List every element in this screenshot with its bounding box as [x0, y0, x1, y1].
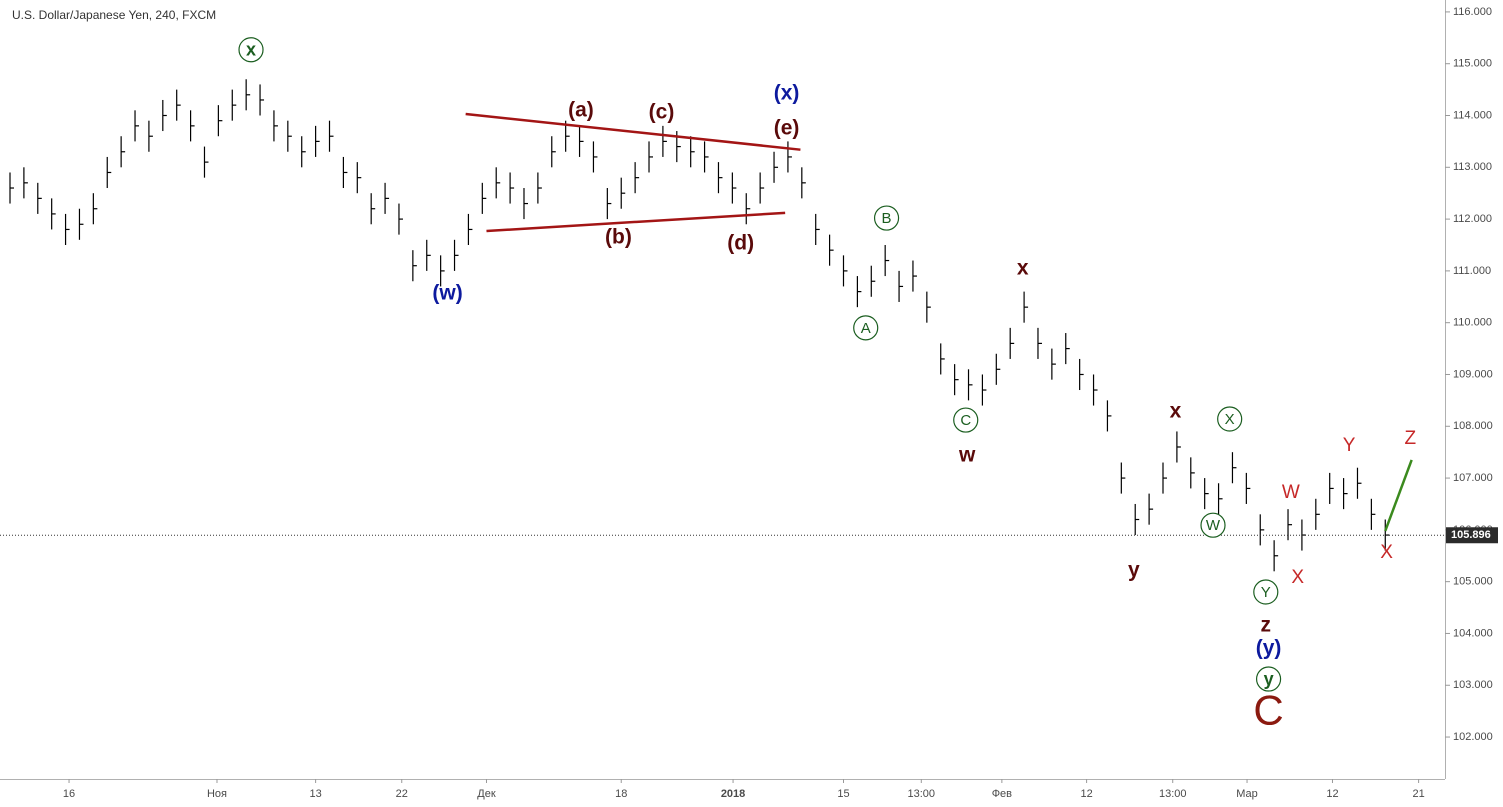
wave-label: (b) — [605, 225, 632, 248]
chart-title: U.S. Dollar/Japanese Yen, 240, FXCM — [12, 8, 216, 22]
wave-label: (y) — [1256, 637, 1282, 660]
x-tick-label: 21 — [1412, 788, 1424, 800]
wave-label: x — [1170, 399, 1182, 422]
wave-label: Z — [1404, 428, 1416, 449]
wave-label: X — [1225, 411, 1235, 428]
x-tick-label: 15 — [837, 788, 849, 800]
wave-label: (w) — [432, 282, 462, 305]
wave-label: y — [1128, 558, 1140, 581]
wave-label: x — [1017, 256, 1029, 279]
wave-label: B — [882, 210, 892, 227]
x-tick-label: 22 — [396, 788, 408, 800]
wave-label: X — [1291, 567, 1304, 588]
x-tick-label: Ноя — [207, 788, 227, 800]
wave-label: (c) — [649, 100, 675, 123]
wave-label: y — [1264, 669, 1274, 689]
wave-label: W — [1282, 482, 1300, 503]
y-tick-label: 113.000 — [1453, 161, 1492, 173]
wave-label: (x) — [774, 81, 800, 104]
trend-line — [1384, 459, 1413, 532]
wave-circle — [853, 315, 879, 341]
x-tick-label: Фев — [992, 788, 1012, 800]
wave-circle — [1217, 406, 1243, 432]
x-tick-label: 16 — [63, 788, 75, 800]
wave-circle — [1253, 579, 1279, 605]
wave-label: x — [246, 39, 256, 59]
x-tick-label: 12 — [1080, 788, 1092, 800]
y-tick-label: 107.000 — [1453, 472, 1493, 484]
y-tick-label: 114.000 — [1453, 109, 1492, 121]
y-tick-label: 108.000 — [1453, 420, 1493, 432]
y-tick-label: 111.000 — [1453, 265, 1491, 277]
last-price-label: 105.896 — [1451, 529, 1491, 541]
wave-circle — [238, 37, 264, 63]
wave-label: z — [1261, 614, 1272, 637]
x-tick-label: Мар — [1236, 788, 1258, 800]
y-tick-label: 105.000 — [1453, 576, 1493, 588]
x-tick-label: 2018 — [721, 788, 745, 800]
wave-label: w — [958, 443, 976, 466]
wave-label: C — [960, 412, 971, 429]
wave-label: (d) — [727, 231, 754, 254]
wave-label: C — [1253, 686, 1283, 733]
y-tick-label: 102.000 — [1453, 731, 1493, 743]
x-tick-label: 13:00 — [1159, 788, 1187, 800]
x-tick-label: Дек — [477, 788, 496, 800]
wave-circle — [873, 205, 900, 231]
y-tick-label: 104.000 — [1453, 627, 1493, 639]
x-tick-label: 18 — [615, 788, 627, 800]
wave-circle — [1255, 666, 1282, 692]
last-price-box — [1446, 527, 1498, 544]
wave-label: (a) — [568, 98, 594, 121]
y-tick-label: 115.000 — [1453, 58, 1492, 70]
x-tick-label: 13 — [309, 788, 321, 800]
x-tick-label: 12 — [1326, 788, 1338, 800]
y-tick-label: 103.000 — [1453, 679, 1493, 691]
wave-label: W — [1206, 517, 1221, 534]
wave-circle — [1200, 512, 1226, 538]
y-tick-label: 110.000 — [1453, 317, 1492, 329]
x-tick-label: 13:00 — [908, 788, 936, 800]
wave-label: Y — [1343, 435, 1356, 456]
y-tick-label: 112.000 — [1453, 213, 1492, 225]
wave-label: X — [1380, 542, 1393, 563]
wave-circle — [953, 407, 979, 433]
y-tick-label: 116.000 — [1453, 6, 1492, 18]
wave-label: A — [861, 320, 871, 337]
wave-label: (e) — [774, 116, 800, 139]
trend-line — [465, 112, 801, 151]
trend-line — [486, 211, 786, 233]
wave-label: Y — [1261, 584, 1271, 601]
y-tick-label: 109.000 — [1453, 368, 1493, 380]
